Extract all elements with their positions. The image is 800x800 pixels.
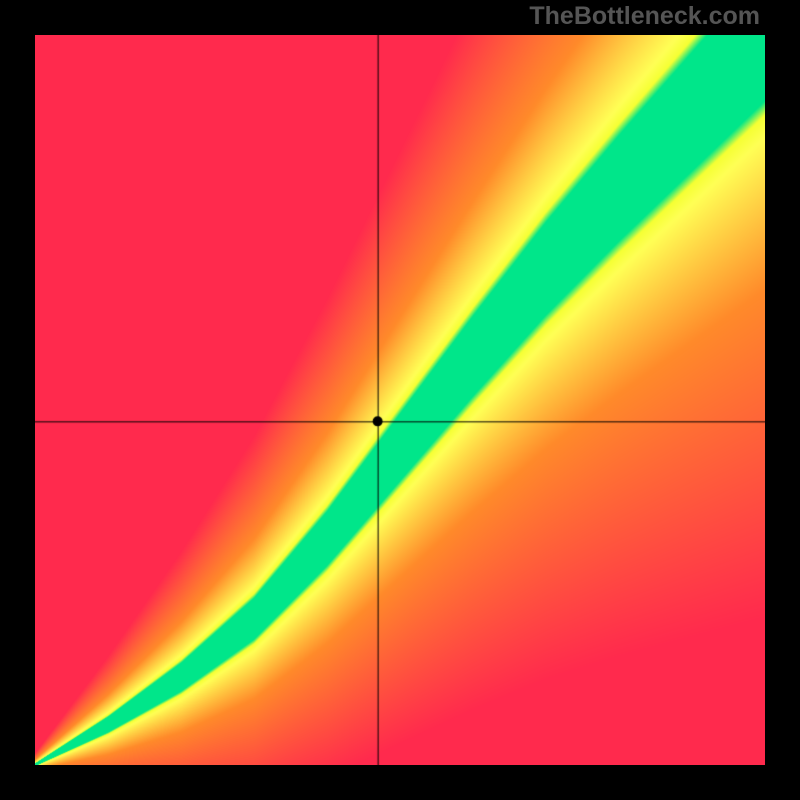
bottleneck-heatmap <box>35 35 765 765</box>
watermark-text: TheBottleneck.com <box>529 2 760 31</box>
chart-container: TheBottleneck.com <box>0 0 800 800</box>
